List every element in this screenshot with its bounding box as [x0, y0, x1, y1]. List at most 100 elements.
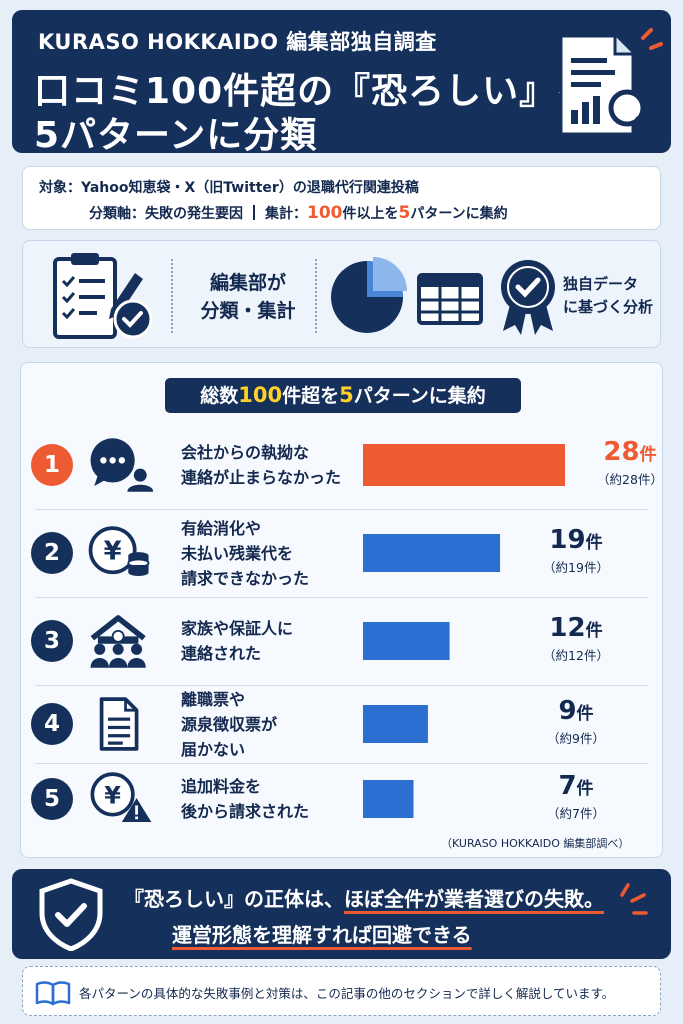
bar-svg	[363, 622, 450, 660]
chart-title-pre: 総数	[200, 385, 239, 407]
chart-row-3: 3 家族や保証人に 連絡された 12件 （約12件）	[21, 597, 662, 685]
house-family-icon	[90, 615, 146, 668]
clipboard-check-icon	[53, 253, 153, 339]
award-badge-icon	[501, 260, 555, 335]
chart-title: 総数100件超を5パターンに集約	[165, 378, 521, 413]
target-line: 対象：Yahoo知恵袋・X（旧Twitter）の退職代行関連投稿	[39, 177, 419, 197]
bar-svg	[363, 534, 501, 572]
bar-area: 19件 （約19件）	[363, 509, 663, 597]
row-divider	[35, 597, 648, 598]
survey-info-box: 対象：Yahoo知恵袋・X（旧Twitter）の退職代行関連投稿 分類軸：失敗の…	[22, 166, 661, 230]
value-number: 9	[558, 696, 577, 726]
category-label-line: 請求できなかった	[181, 568, 310, 588]
conclusion-line1-highlight: ほぼ全件が業者選びの失敗。	[344, 887, 604, 911]
value-unit: 件	[576, 779, 594, 799]
bar	[363, 534, 501, 572]
row-divider	[35, 509, 648, 510]
method-text-2-line1: 独自データ	[563, 275, 639, 293]
total-num: 100	[307, 203, 343, 223]
category-label: 家族や保証人に 連絡された	[181, 616, 293, 666]
value-sub-label: （約7件）	[547, 806, 605, 821]
rank-badge: 4	[31, 703, 73, 745]
rank-badge: 3	[31, 620, 73, 662]
conclusion-banner: 『恐ろしい』の正体は、ほぼ全件が業者選びの失敗。 運営形態を理解すれば回避できる	[12, 869, 671, 959]
axis-label: 分類軸：	[89, 206, 145, 222]
method-text-1: 編集部が 分類・集計	[193, 269, 303, 325]
value-main: 12件	[521, 613, 631, 643]
report-magnifier-icon	[559, 28, 663, 140]
note-text: 各パターンの具体的な失敗事例と対策は、この記事の他のセクションで詳しく解説してい…	[79, 986, 615, 1001]
category-label-line: 追加料金を	[181, 777, 262, 796]
category-label-line: 離職票や	[181, 689, 246, 709]
method-text-1-line1: 編集部が	[209, 272, 286, 294]
value-number: 28	[603, 437, 640, 467]
open-book-icon	[35, 981, 71, 1006]
value-label: 19件 （約19件）	[521, 525, 631, 576]
header-banner: KURASO HOKKAIDO 編集部独自調査 口コミ100件超の『恐ろしい』を…	[12, 10, 671, 153]
value-number: 12	[549, 613, 586, 643]
method-box: 編集部が 分類・集計 独自データ に基づく分析	[22, 240, 661, 348]
category-label: 有給消化や未払い残業代を 請求できなかった	[181, 516, 309, 591]
chart-title-mid: 件超を	[282, 385, 340, 407]
row-divider	[35, 763, 648, 764]
total-num2: 5	[398, 203, 411, 223]
bar	[363, 622, 450, 660]
category-label-line: 家族や保証人に	[181, 619, 294, 638]
table-icon	[417, 273, 483, 325]
value-sub-label: （約9件）	[547, 731, 605, 746]
row-divider	[35, 685, 648, 686]
axis-line: 分類軸：失敗の発生要因 集計：100件以上を5パターンに集約	[89, 203, 508, 223]
conclusion-line2: 運営形態を理解すれば回避できる	[172, 923, 472, 947]
category-label-line: 後から請求された	[181, 802, 310, 821]
document-icon	[99, 697, 139, 751]
value-number: 7	[558, 771, 577, 801]
category-label: 会社からの執拗な 連絡が止まらなかった	[181, 440, 341, 490]
chart-row-5: 5 ¥ 追加料金を 後から請求された 7件 （約7件）	[21, 763, 662, 835]
category-label-line: 連絡された	[181, 644, 262, 663]
method-text-2: 独自データ に基づく分析	[563, 273, 653, 319]
bar-svg	[363, 780, 414, 818]
chart-title-end: パターンに集約	[353, 385, 486, 407]
chart-title-num2: 5	[339, 383, 354, 407]
svg-text:¥: ¥	[104, 536, 122, 566]
target-value: Yahoo知恵袋・X（旧Twitter）の退職代行関連投稿	[81, 180, 419, 196]
conclusion-line1: 『恐ろしい』の正体は、ほぼ全件が業者選びの失敗。	[124, 883, 604, 912]
category-label-line: 連絡が止まらなかった	[181, 468, 342, 487]
category-label: 追加料金を後から請求された	[181, 774, 309, 824]
category-label-line: 有給消化や	[181, 518, 262, 538]
value-label: 7件 （約7件）	[521, 771, 631, 822]
category-label-line: 源泉徴収票が	[181, 714, 278, 734]
chart-row-2: 2 ¥ 有給消化や 未払い残業代を 請求できなかった 19件 （約19件）	[21, 509, 662, 597]
value-main: 7件	[521, 771, 631, 801]
spark-icon	[620, 883, 648, 915]
chart-row-1: 1 会社からの執拗な 連絡が止まらなかった 28件 （約28件）	[21, 421, 663, 509]
chart-row-4: 4 離職票や 源泉徴収票が 届かない 9件 （約9件）	[21, 685, 662, 763]
bar-area: 7件 （約7件）	[363, 763, 663, 835]
yen-coins-icon: ¥	[88, 526, 150, 577]
bar	[363, 780, 414, 818]
value-main: 9件	[521, 696, 631, 726]
conclusion-line1-pre: 『恐ろしい』の正体は、	[124, 887, 344, 911]
pie-chart-icon	[331, 257, 407, 333]
chart-panel: 総数100件超を5パターンに集約 1 会社からの執拗な 連絡が止まらなかった 28件（…	[20, 362, 663, 858]
bar-svg	[363, 444, 565, 486]
value-main: 28件	[575, 437, 683, 467]
category-label-line: 未払い残業代を	[181, 543, 294, 563]
total-mid: 件以上を	[342, 206, 399, 222]
value-unit: 件	[585, 533, 603, 553]
bar-area: 9件 （約9件）	[363, 685, 663, 763]
value-unit: 件	[585, 621, 603, 641]
value-label: 9件 （約9件）	[521, 696, 631, 747]
header-title-line2: 5パターンに分類	[34, 115, 318, 153]
value-unit: 件	[576, 704, 594, 724]
rank-badge: 1	[31, 444, 73, 486]
footer-note: 各パターンの具体的な失敗事例と対策は、この記事の他のセクションで詳しく解説してい…	[22, 966, 661, 1016]
bar	[363, 705, 428, 743]
value-label: 12件 （約12件）	[521, 613, 631, 664]
shield-check-icon	[39, 878, 103, 951]
bar-area: 28件 （約28件）	[363, 421, 663, 509]
total-label: 集計：	[265, 206, 307, 222]
category-label: 離職票や 源泉徴収票が 届かない	[181, 687, 277, 762]
value-sub-label: （約19件）	[543, 560, 609, 575]
value-label: 28件 （約28件）	[575, 437, 683, 488]
